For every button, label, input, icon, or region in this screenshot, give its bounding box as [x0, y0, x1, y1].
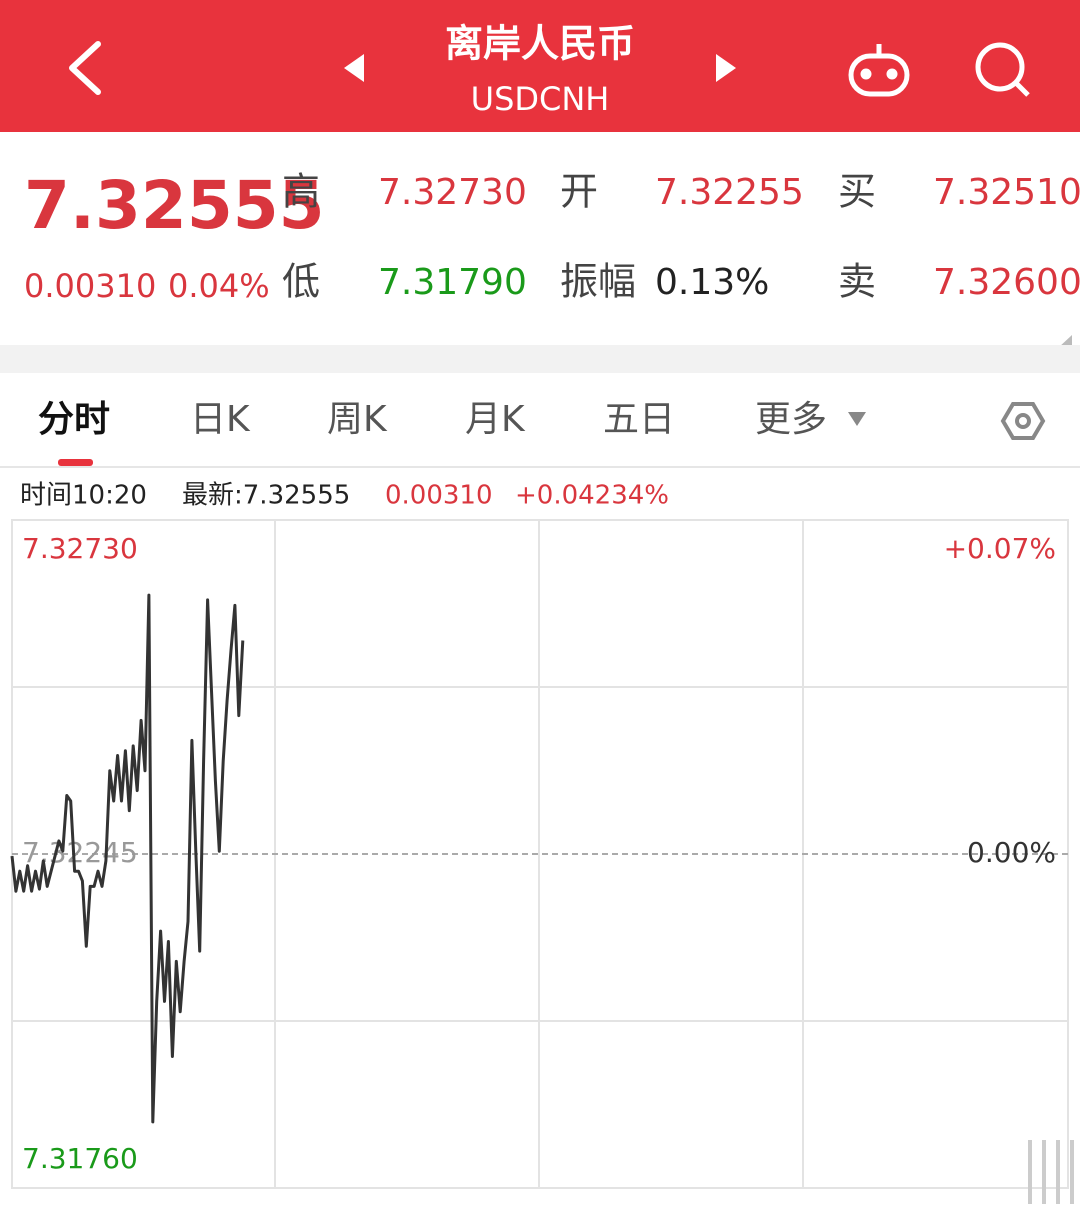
- header-bar: [0, 0, 1080, 132]
- price-line: [10, 593, 245, 1124]
- subtitle: USDCNH: [471, 80, 610, 118]
- tab[interactable]: 更多: [755, 399, 827, 440]
- info-latest: 最新:7.32555: [182, 481, 350, 511]
- y2-tick-label: +0.07%: [944, 532, 1056, 565]
- separator: [0, 345, 1080, 373]
- back-button[interactable]: [69, 41, 101, 95]
- price: 7.32555: [24, 167, 325, 244]
- search-icon[interactable]: [975, 42, 1030, 97]
- stat-label: 卖: [838, 260, 876, 304]
- chart-frame: [11, 519, 1069, 1189]
- tab[interactable]: 分时: [38, 399, 110, 440]
- tab-indicator: [58, 459, 93, 466]
- bot-icon[interactable]: [848, 44, 910, 97]
- title: 离岸人民币: [445, 22, 635, 66]
- info-time: 时间10:20: [20, 481, 147, 511]
- stat-value: 7.32730: [378, 172, 527, 213]
- next-button[interactable]: [716, 54, 736, 82]
- stat-value: 7.31790: [378, 262, 527, 303]
- info-change-pct: +0.04234%: [515, 481, 669, 511]
- change-pct: 0.04%: [168, 267, 270, 305]
- stat-value: 0.13%: [655, 262, 769, 303]
- y-tick-label: 7.32245: [22, 836, 138, 869]
- tab[interactable]: 周K: [327, 399, 388, 440]
- stat-value: 7.32510: [933, 172, 1080, 213]
- settings-icon[interactable]: [1000, 402, 1046, 440]
- y2-tick-label: 0.00%: [967, 836, 1056, 869]
- stat-value: 7.32255: [655, 172, 804, 213]
- tab[interactable]: 五日: [603, 399, 675, 440]
- tab[interactable]: 月K: [465, 399, 526, 440]
- change: 0.00310: [24, 267, 156, 305]
- stat-label: 低: [282, 260, 320, 304]
- y-tick-label: 7.31760: [22, 1142, 138, 1175]
- more-arrow[interactable]: [848, 412, 866, 426]
- stat-label: 买: [838, 170, 876, 214]
- prev-button[interactable]: [344, 54, 364, 82]
- expand-corner[interactable]: [1058, 335, 1072, 348]
- stat-label: 开: [560, 170, 598, 214]
- y-tick-label: 7.32730: [22, 532, 138, 565]
- scroll-handle[interactable]: [1028, 1140, 1074, 1204]
- stat-label: 振幅: [560, 260, 636, 304]
- stat-value: 7.32600: [933, 262, 1080, 303]
- tab[interactable]: 日K: [190, 399, 251, 440]
- stat-label: 高: [282, 170, 320, 214]
- info-change: 0.00310: [385, 481, 493, 511]
